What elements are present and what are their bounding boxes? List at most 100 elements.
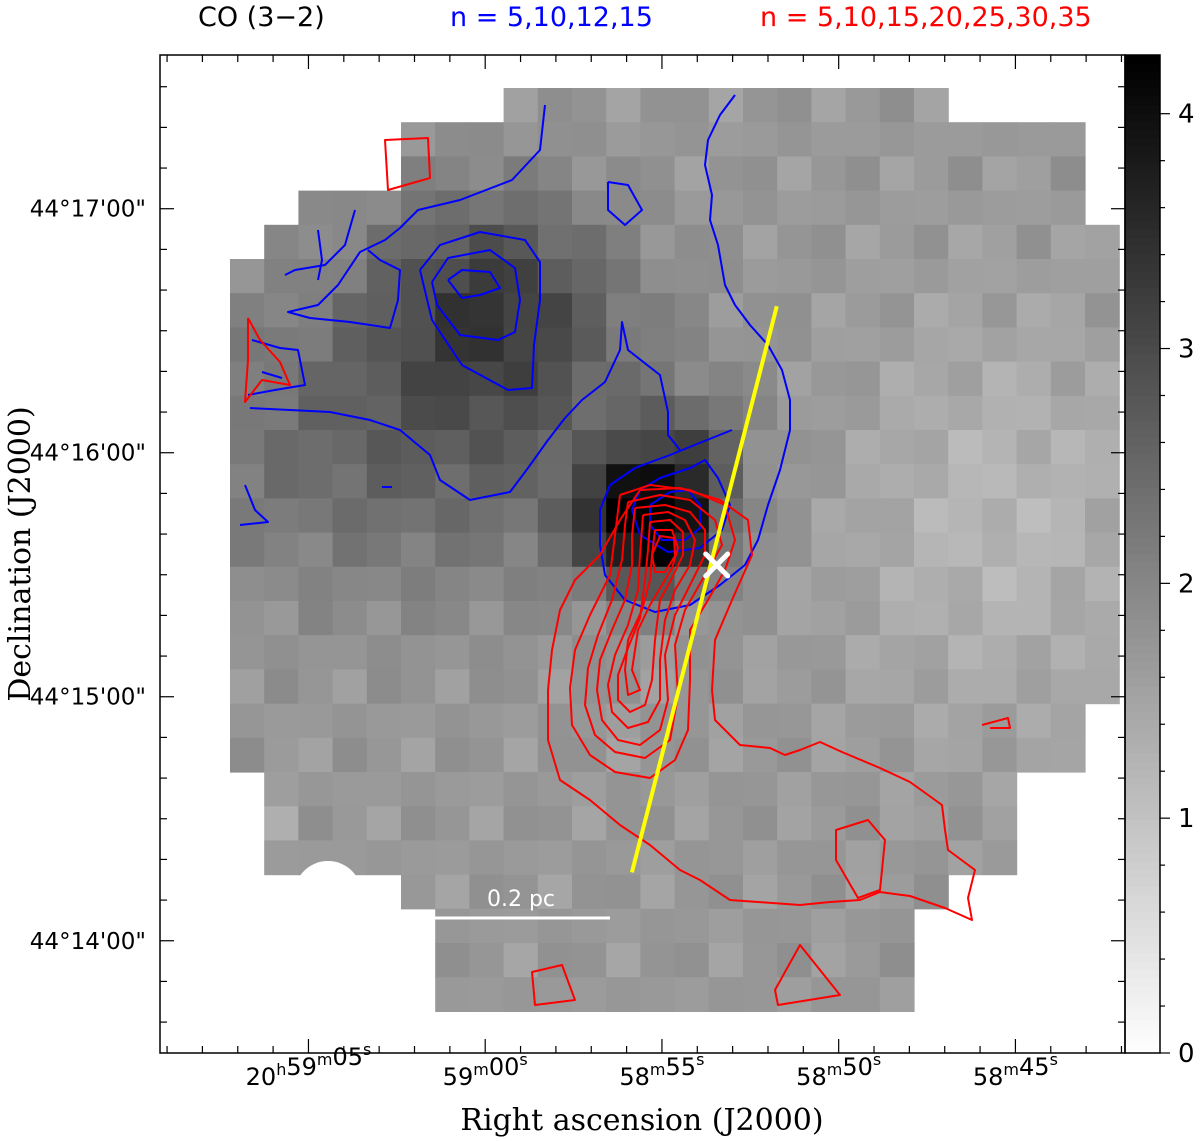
map-pixel <box>435 874 470 910</box>
map-pixel <box>1050 737 1086 773</box>
map-pixel <box>982 122 1018 157</box>
map-pixel <box>503 566 539 602</box>
map-pixel <box>948 190 983 226</box>
map-pixel <box>401 498 436 534</box>
colorbar-segment <box>1125 695 1160 705</box>
colorbar-segment <box>1125 886 1160 896</box>
map-pixel <box>503 772 539 807</box>
colorbar-segment <box>1125 304 1160 314</box>
colorbar-segment <box>1125 129 1160 139</box>
map-pixel <box>1016 395 1052 431</box>
map-pixel <box>708 327 744 363</box>
map-pixel <box>332 635 368 670</box>
map-pixel <box>1016 430 1052 465</box>
map-pixel <box>879 88 915 123</box>
map-pixel <box>572 122 607 157</box>
map-pixel <box>435 190 470 226</box>
map-pixel <box>366 669 402 705</box>
map-pixel <box>537 395 573 431</box>
colorbar-segment <box>1125 1011 1160 1021</box>
map-pixel <box>674 464 710 499</box>
map-pixel <box>572 977 607 1012</box>
map-pixel <box>743 122 778 157</box>
colorbar-segment <box>1125 329 1160 339</box>
map-pixel <box>914 88 949 123</box>
map-pixel <box>948 737 983 773</box>
map-pixel <box>674 327 710 363</box>
map-pixel <box>708 840 744 876</box>
map-pixel <box>332 772 368 807</box>
map-pixel <box>230 532 265 568</box>
map-pixel <box>777 943 812 978</box>
map-pixel <box>469 874 505 910</box>
map-pixel <box>1016 224 1052 260</box>
map-pixel <box>982 840 1018 876</box>
map-pixel <box>777 224 812 260</box>
map-pixel <box>1016 190 1052 226</box>
plot-frame <box>159 54 1126 1054</box>
colorbar-segment <box>1125 603 1160 613</box>
map-pixel <box>811 156 847 192</box>
map-pixel <box>708 874 744 910</box>
colorbar-segment <box>1125 354 1160 364</box>
map-pixel <box>879 293 915 328</box>
map-pixel <box>879 224 915 260</box>
colorbar-segment <box>1125 703 1160 713</box>
map-pixel <box>743 430 778 465</box>
map-pixel <box>606 943 641 978</box>
map-pixel <box>503 669 539 705</box>
map-pixel <box>572 190 607 226</box>
colorbar-segment <box>1125 770 1160 780</box>
map-pixel <box>366 532 402 568</box>
map-pixel <box>537 361 573 397</box>
colorbar-segment <box>1125 978 1160 988</box>
map-pixel <box>366 293 402 328</box>
colorbar-segment <box>1125 445 1160 455</box>
colorbar-segment <box>1125 279 1160 289</box>
blue-contour <box>431 249 521 341</box>
map-pixel <box>811 122 847 157</box>
colorbar-segment <box>1125 462 1160 472</box>
red-contour <box>774 944 841 1006</box>
map-pixel <box>230 395 265 431</box>
map-pixel <box>572 908 607 944</box>
colorbar-segment <box>1125 595 1160 605</box>
map-pixel <box>606 395 641 431</box>
map-pixel <box>948 259 983 294</box>
map-pixel <box>230 259 265 294</box>
map-pixel <box>845 122 881 157</box>
map-pixel <box>708 224 744 260</box>
map-pixel <box>332 703 368 739</box>
map-pixel <box>503 88 539 123</box>
map-pixel <box>914 464 949 499</box>
map-pixel <box>469 224 505 260</box>
map-pixel <box>469 908 505 944</box>
map-pixel <box>879 703 915 739</box>
map-pixel <box>572 430 607 465</box>
map-pixel <box>879 737 915 773</box>
map-pixel <box>811 88 847 123</box>
colorbar-segment <box>1125 828 1160 838</box>
map-pixel <box>537 943 573 978</box>
map-pixel <box>708 464 744 499</box>
map-pixel <box>845 532 881 568</box>
map-pixel <box>777 737 812 773</box>
colorbar-segment <box>1125 894 1160 904</box>
map-pixel <box>674 395 710 431</box>
map-pixel <box>537 908 573 944</box>
colorbar-segment <box>1125 371 1160 380</box>
map-pixel <box>264 669 299 705</box>
map-pixel <box>811 669 847 705</box>
map-pixel <box>366 806 402 841</box>
map-pixel <box>743 327 778 363</box>
map-pixel <box>332 361 368 397</box>
red-contour <box>596 504 706 746</box>
map-pixel <box>811 464 847 499</box>
map-pixel <box>469 703 505 739</box>
map-pixel <box>640 908 676 944</box>
map-pixel <box>708 156 744 192</box>
map-pixel <box>572 395 607 431</box>
header-blue-levels: n = 5,10,12,15 <box>450 2 653 33</box>
map-pixel <box>537 669 573 705</box>
map-pixel <box>777 190 812 226</box>
